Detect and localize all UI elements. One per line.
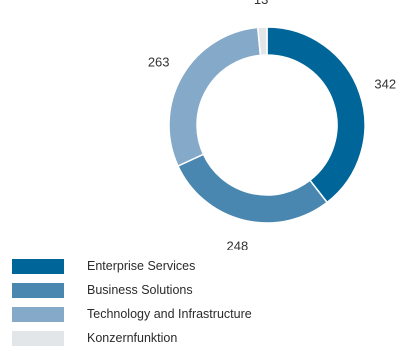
legend-item-business-solutions: Business Solutions — [12, 278, 252, 302]
legend-swatch — [12, 258, 64, 274]
donut-slice-konzernfunktion — [256, 26, 268, 57]
legend-label: Business Solutions — [87, 283, 193, 297]
legend-swatch — [12, 330, 64, 346]
legend-swatch — [12, 306, 64, 322]
legend-label: Enterprise Services — [87, 259, 196, 273]
data-label-business-solutions: 248 — [227, 238, 249, 250]
legend-item-technology-and-infrastructure: Technology and Infrastructure — [12, 302, 252, 326]
chart-legend: Enterprise Services Business Solutions T… — [12, 254, 252, 350]
donut-slice-business-solutions — [176, 153, 329, 224]
donut-slice-enterprise-services — [266, 26, 366, 204]
legend-item-enterprise-services: Enterprise Services — [12, 254, 252, 278]
data-label-technology-and-infrastructure: 263 — [148, 55, 170, 70]
data-label-enterprise-services: 342 — [374, 76, 396, 91]
legend-swatch — [12, 282, 64, 298]
legend-label: Konzernfunktion — [87, 331, 178, 345]
data-label-konzernfunktion: 13 — [254, 0, 268, 7]
donut-chart: 342 248 263 13 — [148, 0, 396, 250]
legend-item-konzernfunktion: Konzernfunktion — [12, 326, 252, 350]
donut-slice-technology-and-infrastructure — [168, 26, 262, 167]
legend-label: Technology and Infrastructure — [87, 307, 252, 321]
